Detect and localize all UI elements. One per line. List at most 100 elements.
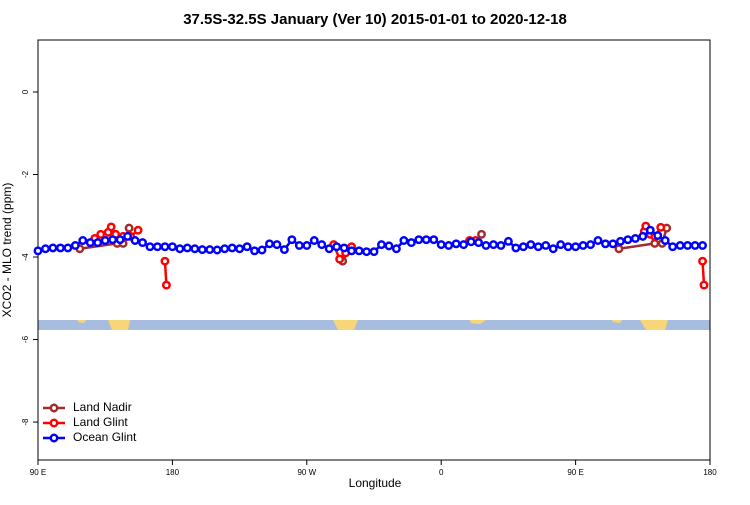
x-tick-label: 90 E	[30, 468, 46, 477]
data-point	[167, 242, 177, 252]
data-point	[563, 242, 573, 252]
legend-label: Ocean Glint	[73, 430, 137, 444]
chart-title: 37.5S-32.5S January (Ver 10) 2015-01-01 …	[183, 11, 567, 28]
data-point	[481, 241, 491, 250]
data-point	[638, 231, 648, 241]
data-point	[153, 242, 162, 252]
data-point	[190, 244, 200, 254]
data-point	[414, 235, 424, 245]
y-tick-label: -8	[21, 418, 30, 426]
data-point	[668, 242, 678, 252]
data-point	[332, 242, 342, 252]
legend-marker	[49, 403, 59, 413]
data-point	[384, 241, 394, 251]
data-point	[265, 239, 274, 249]
data-point	[115, 235, 125, 245]
data-point	[70, 241, 80, 250]
data-point	[623, 235, 633, 245]
data-point	[55, 243, 65, 253]
data-point	[106, 222, 116, 232]
data-point	[586, 240, 595, 250]
data-point	[339, 243, 349, 253]
legend-label: Land Nadir	[73, 400, 132, 414]
data-point	[496, 241, 506, 250]
data-point	[93, 238, 103, 248]
data-point	[175, 244, 185, 254]
data-point	[160, 256, 170, 266]
data-point	[474, 238, 483, 248]
data-point	[250, 246, 259, 256]
data-point	[272, 240, 282, 250]
data-point	[145, 242, 155, 252]
x-axis-label: Longitude	[349, 476, 402, 490]
data-point	[133, 225, 143, 235]
y-tick-label: 0	[21, 89, 30, 94]
data-point	[242, 242, 252, 252]
data-point	[41, 244, 50, 254]
data-point	[571, 242, 581, 252]
data-point	[302, 241, 312, 250]
data-point	[100, 236, 110, 245]
data-point	[377, 240, 386, 250]
legend-marker	[49, 433, 59, 443]
data-point	[556, 240, 566, 250]
data-point	[650, 238, 660, 248]
data-point	[108, 235, 118, 245]
data-point	[85, 238, 95, 248]
data-point	[436, 240, 446, 250]
data-point	[335, 254, 345, 264]
x-tick-label: 180	[703, 468, 717, 477]
data-point	[459, 240, 469, 250]
data-point	[96, 229, 106, 239]
y-axis-label: XCO2 - MLO trend (ppm)	[0, 183, 14, 318]
y-tick-label: -6	[21, 335, 30, 343]
data-point	[518, 242, 528, 252]
data-point	[138, 238, 147, 248]
data-point	[369, 247, 379, 257]
data-point	[656, 222, 666, 232]
data-point	[645, 225, 655, 235]
data-point	[257, 245, 267, 255]
data-point	[63, 243, 73, 253]
data-point	[601, 239, 610, 249]
data-point	[608, 239, 618, 249]
data-point	[123, 231, 133, 241]
data-point	[593, 236, 603, 245]
data-point	[690, 241, 700, 250]
data-point	[615, 236, 625, 246]
data-point	[541, 241, 551, 250]
data-point	[197, 245, 207, 255]
data-point	[683, 241, 693, 250]
data-point	[614, 244, 624, 254]
data-point	[279, 245, 289, 255]
y-tick-label: -2	[21, 170, 30, 178]
data-point	[578, 241, 588, 250]
data-point	[309, 236, 319, 245]
data-point	[391, 244, 401, 254]
legend-label: Land Glint	[73, 415, 128, 429]
data-point	[362, 247, 371, 257]
data-point	[630, 233, 640, 243]
data-point	[347, 246, 357, 256]
data-point	[124, 223, 134, 233]
data-point	[317, 240, 327, 250]
data-point	[227, 243, 237, 253]
data-point	[421, 235, 431, 245]
data-point	[130, 236, 140, 245]
data-point	[451, 239, 461, 249]
data-point	[33, 246, 43, 256]
x-tick-label: 0	[439, 468, 444, 477]
data-point	[220, 244, 230, 254]
data-point	[660, 236, 670, 245]
data-point	[161, 280, 171, 290]
data-point	[699, 280, 709, 290]
data-point	[354, 246, 364, 256]
data-point	[503, 236, 513, 246]
data-point	[406, 238, 416, 248]
data-point	[182, 243, 192, 253]
data-point	[399, 236, 409, 245]
data-point	[698, 256, 707, 266]
legend-marker	[49, 418, 59, 428]
data-point	[489, 240, 498, 250]
